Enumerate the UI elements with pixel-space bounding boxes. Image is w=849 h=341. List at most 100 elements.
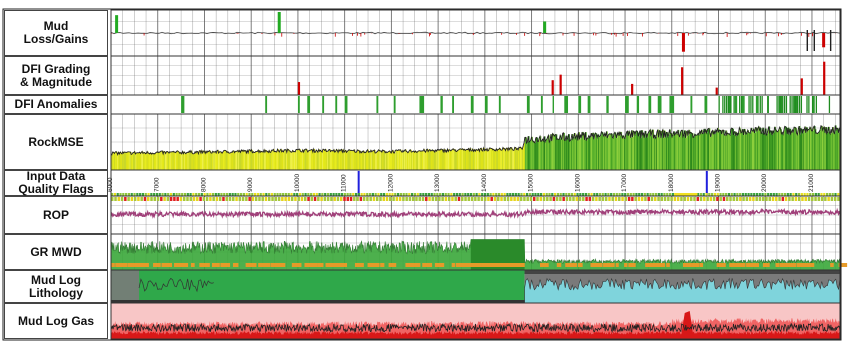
rockmse-column [298,149,300,170]
rockmse-column [447,149,449,170]
rockmse-column [565,140,567,170]
rockmse-column [356,152,358,170]
rockmse-column [185,153,188,170]
rockmse-column [254,152,257,170]
rockmse-column [225,150,227,170]
track-label-rockmse: RockMSE [28,134,84,149]
rockmse-column [248,152,250,170]
quality-flag [722,193,725,196]
rop-flag [120,197,124,201]
rockmse-column [592,136,594,170]
gr-orange [262,263,271,267]
rockmse-column [762,127,765,170]
rockmse-column [141,152,143,170]
gr-orange [291,263,299,267]
rockmse-column [149,153,152,170]
rop-flag [130,197,134,201]
rockmse-column [820,129,822,170]
rop-flag [699,197,703,201]
rockmse-column [123,153,125,170]
rockmse-column [437,149,439,170]
dfi-anomaly-bar [727,96,730,113]
quality-flag [809,193,812,196]
quality-flag [242,193,245,196]
rockmse-column [455,149,457,170]
rockmse-column [523,145,525,170]
rop-flag [425,197,428,201]
quality-flag [436,193,439,196]
rockmse-column [506,148,508,170]
quality-flag [778,193,781,196]
rockmse-column [204,151,206,170]
quality-flag [167,193,170,196]
rockmse-column [667,136,670,170]
gr-orange [413,263,421,267]
dfi-anomaly-bar [718,96,720,113]
rockmse-column [257,151,259,170]
gr-orange [451,263,456,267]
rop-flag [657,197,660,201]
quality-flag [335,193,338,196]
gr-orange [733,263,741,267]
lithology-left-patch [111,270,140,303]
rockmse-column [388,151,390,170]
rop-flag [601,197,605,201]
quality-flag [332,193,335,196]
rop-flag [111,197,114,201]
track-label-gr-mwd: GR MWD [30,244,82,259]
rop-flag [771,197,775,201]
quality-flag [554,193,557,196]
rockmse-column [744,129,746,170]
rockmse-column [788,134,791,170]
quality-flag [195,193,198,196]
rop-flag [768,197,772,201]
rop-flag [254,197,258,201]
rop-flag [585,197,588,201]
rop-flag [827,197,830,201]
rockmse-column [546,139,549,170]
rockmse-column [536,137,538,170]
quality-flag [203,193,206,196]
quality-flag [340,193,344,196]
dfi-anomaly-bar [470,96,474,113]
gr-orange [792,263,796,267]
quality-flag [590,193,593,196]
rockmse-column [332,150,334,170]
dfi-anomaly-bar [297,96,300,113]
rockmse-column [698,133,700,170]
rockmse-column [749,132,751,170]
rockmse-column [414,152,416,170]
rockmse-column [223,150,226,170]
rop-flag [559,197,562,201]
rockmse-column [403,151,406,170]
rockmse-column [550,134,553,170]
dfi-anomaly-bar [752,96,754,113]
rockmse-column [745,131,747,170]
gr-orange [380,263,385,267]
rop-flag [500,197,503,201]
rockmse-column [644,137,646,170]
rockmse-column [709,128,711,170]
dfi-anomaly-bar [587,96,591,113]
rockmse-column [675,133,677,170]
rockmse-column [227,152,229,170]
rockmse-column [719,130,722,170]
quality-flag [411,193,414,196]
rockmse-column [668,134,671,170]
quality-flag [127,193,131,196]
rockmse-column [689,133,692,170]
rockmse-column [240,152,242,170]
rockmse-column [360,151,363,170]
rockmse-column [790,133,792,170]
rockmse-column [477,150,480,170]
rockmse-column [752,131,755,170]
rockmse-column [300,150,302,170]
rockmse-column [295,151,297,170]
rockmse-column [349,149,351,170]
rockmse-column [562,133,565,170]
rockmse-column [825,133,827,170]
rop-flag [781,197,785,201]
rockmse-column [581,138,583,170]
gr-orange [153,263,161,267]
rop-flag [346,197,350,201]
